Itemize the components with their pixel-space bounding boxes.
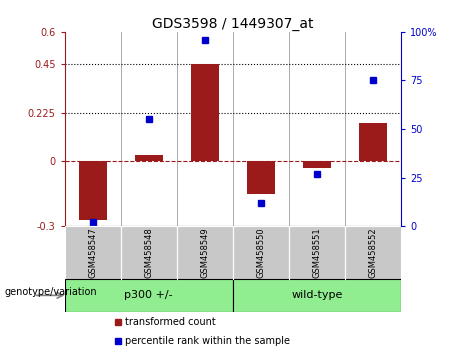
Bar bbox=[65, 279, 233, 312]
Text: wild-type: wild-type bbox=[291, 290, 343, 300]
Text: GSM458547: GSM458547 bbox=[88, 227, 97, 278]
Bar bbox=[247, 161, 275, 194]
Text: GSM458551: GSM458551 bbox=[313, 227, 321, 278]
Bar bbox=[359, 122, 387, 161]
Bar bbox=[345, 226, 401, 279]
Text: p300 +/-: p300 +/- bbox=[124, 290, 173, 300]
Text: GSM458548: GSM458548 bbox=[144, 227, 153, 278]
Text: GSM458550: GSM458550 bbox=[256, 227, 266, 278]
Text: GSM458552: GSM458552 bbox=[368, 227, 378, 278]
Bar bbox=[135, 155, 163, 161]
Bar bbox=[121, 226, 177, 279]
Text: transformed count: transformed count bbox=[125, 318, 216, 327]
Bar bbox=[289, 226, 345, 279]
Text: GSM458549: GSM458549 bbox=[200, 227, 209, 278]
Text: percentile rank within the sample: percentile rank within the sample bbox=[125, 336, 290, 346]
Bar bbox=[177, 226, 233, 279]
Bar bbox=[191, 64, 219, 161]
Bar bbox=[65, 226, 121, 279]
Bar bbox=[78, 161, 106, 219]
Title: GDS3598 / 1449307_at: GDS3598 / 1449307_at bbox=[152, 17, 313, 31]
Text: genotype/variation: genotype/variation bbox=[5, 287, 97, 297]
Bar bbox=[303, 161, 331, 168]
Bar bbox=[233, 226, 289, 279]
Bar bbox=[233, 279, 401, 312]
